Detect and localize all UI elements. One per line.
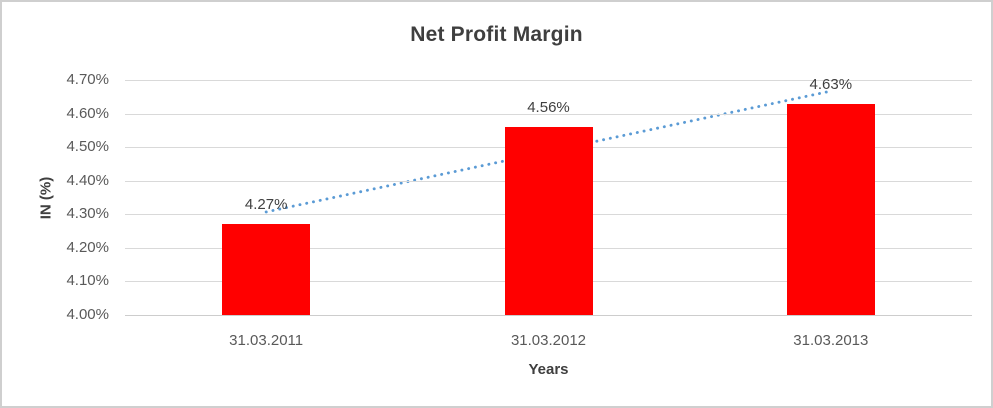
gridline-4.00%: [125, 315, 972, 316]
x-axis-title: Years: [528, 361, 569, 378]
y-tick-4.20%: 4.20%: [66, 238, 109, 256]
y-tick-4.10%: 4.10%: [66, 272, 109, 290]
y-tick-4.30%: 4.30%: [66, 205, 109, 223]
y-tick-4.00%: 4.00%: [66, 306, 109, 323]
y-tick-4.60%: 4.60%: [66, 104, 109, 122]
y-tick-4.50%: 4.50%: [66, 138, 109, 156]
y-tick-4.70%: 4.70%: [66, 71, 109, 88]
gridline-4.60%: [125, 113, 972, 115]
bar-31.03.2011: [222, 224, 311, 315]
y-tick-4.40%: 4.40%: [66, 171, 109, 189]
chart-title: Net Profit Margin: [410, 23, 583, 46]
data-label-31.03.2011: 4.27%: [244, 196, 288, 214]
data-label-31.03.2012: 4.56%: [527, 99, 570, 116]
x-tick-31.03.2013: 31.03.2013: [793, 332, 869, 349]
gridline-4.70%: [125, 80, 972, 81]
data-label-31.03.2013: 4.63%: [809, 75, 853, 93]
x-tick-31.03.2011: 31.03.2011: [229, 332, 304, 349]
bar-31.03.2012: [504, 127, 593, 315]
x-tick-31.03.2012: 31.03.2012: [510, 332, 587, 349]
bar-31.03.2013: [786, 103, 875, 315]
